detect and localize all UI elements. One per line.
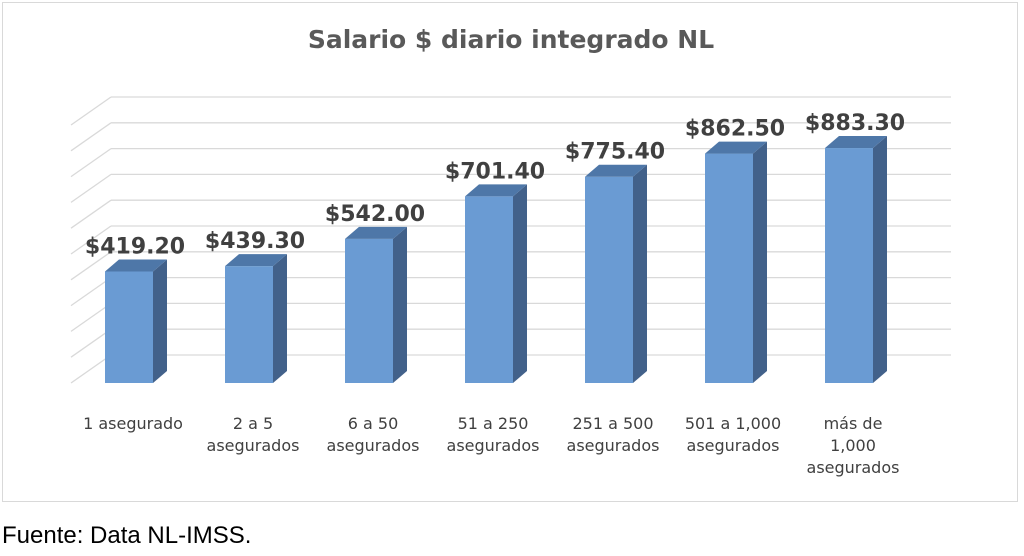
gridline-depth — [70, 277, 112, 307]
gridline-depth — [70, 328, 112, 358]
x-tick-label: 501 a 1,000 — [685, 414, 781, 433]
gridline-depth — [70, 96, 112, 126]
bar — [705, 153, 753, 383]
bar-top — [465, 184, 527, 197]
bar-side — [273, 254, 287, 383]
x-tick-label: 1 asegurado — [83, 414, 183, 433]
bar — [225, 266, 273, 383]
gridline-depth — [70, 199, 112, 229]
bar — [345, 238, 393, 383]
bar — [105, 271, 153, 383]
x-tick-label: asegurados — [567, 436, 660, 455]
chart-title: Salario $ diario integrado NL — [307, 25, 715, 54]
source-note: Fuente: Data NL-IMSS. — [2, 522, 252, 549]
x-tick-label: asegurados — [447, 436, 540, 455]
bar — [465, 196, 513, 383]
x-tick-label: 1,000 — [830, 436, 876, 455]
x-tick-label: 251 a 500 — [572, 414, 653, 433]
bar-chart-plot: $419.20 1 asegurado $439.30 2 a 5 asegurados… — [70, 96, 951, 477]
gridline-depth — [70, 148, 112, 178]
data-label: $701.40 — [445, 159, 545, 184]
bar-side — [633, 164, 647, 383]
data-label: $883.30 — [805, 111, 905, 136]
bar-side — [873, 136, 887, 383]
bar-side — [513, 184, 527, 383]
bar-top — [345, 226, 407, 239]
gridline-depth — [70, 122, 112, 152]
x-tick-label: 2 a 5 — [233, 414, 273, 433]
x-tick-label: asegurados — [207, 436, 300, 455]
gridline-depth — [70, 225, 112, 255]
bar — [585, 176, 633, 383]
data-label: $439.30 — [205, 229, 305, 254]
data-label: $542.00 — [325, 202, 425, 227]
bar-side — [153, 259, 167, 383]
x-tick-label: más de — [824, 414, 883, 433]
data-label: $862.50 — [685, 117, 785, 142]
bar-top — [105, 259, 167, 272]
bar-top — [585, 164, 647, 177]
gridline-depth — [70, 173, 112, 203]
gridline-depth — [70, 251, 112, 281]
gridline-depth — [70, 302, 112, 332]
bar — [825, 148, 873, 383]
gridline-depth — [70, 354, 112, 384]
x-tick-label: asegurados — [327, 436, 420, 455]
bar-top — [705, 141, 767, 154]
bar-side — [753, 141, 767, 383]
bar-side — [393, 226, 407, 383]
data-label: $419.20 — [85, 234, 185, 259]
chart-frame: Salario $ diario integrado NL $419.20 1 a… — [2, 2, 1018, 502]
x-tick-label: asegurados — [807, 458, 900, 477]
x-tick-label: 51 a 250 — [458, 414, 529, 433]
x-tick-label: asegurados — [687, 436, 780, 455]
x-tick-label: 6 a 50 — [348, 414, 399, 433]
bar-top — [825, 136, 887, 149]
data-label: $775.40 — [565, 140, 665, 165]
bar-top — [225, 254, 287, 267]
